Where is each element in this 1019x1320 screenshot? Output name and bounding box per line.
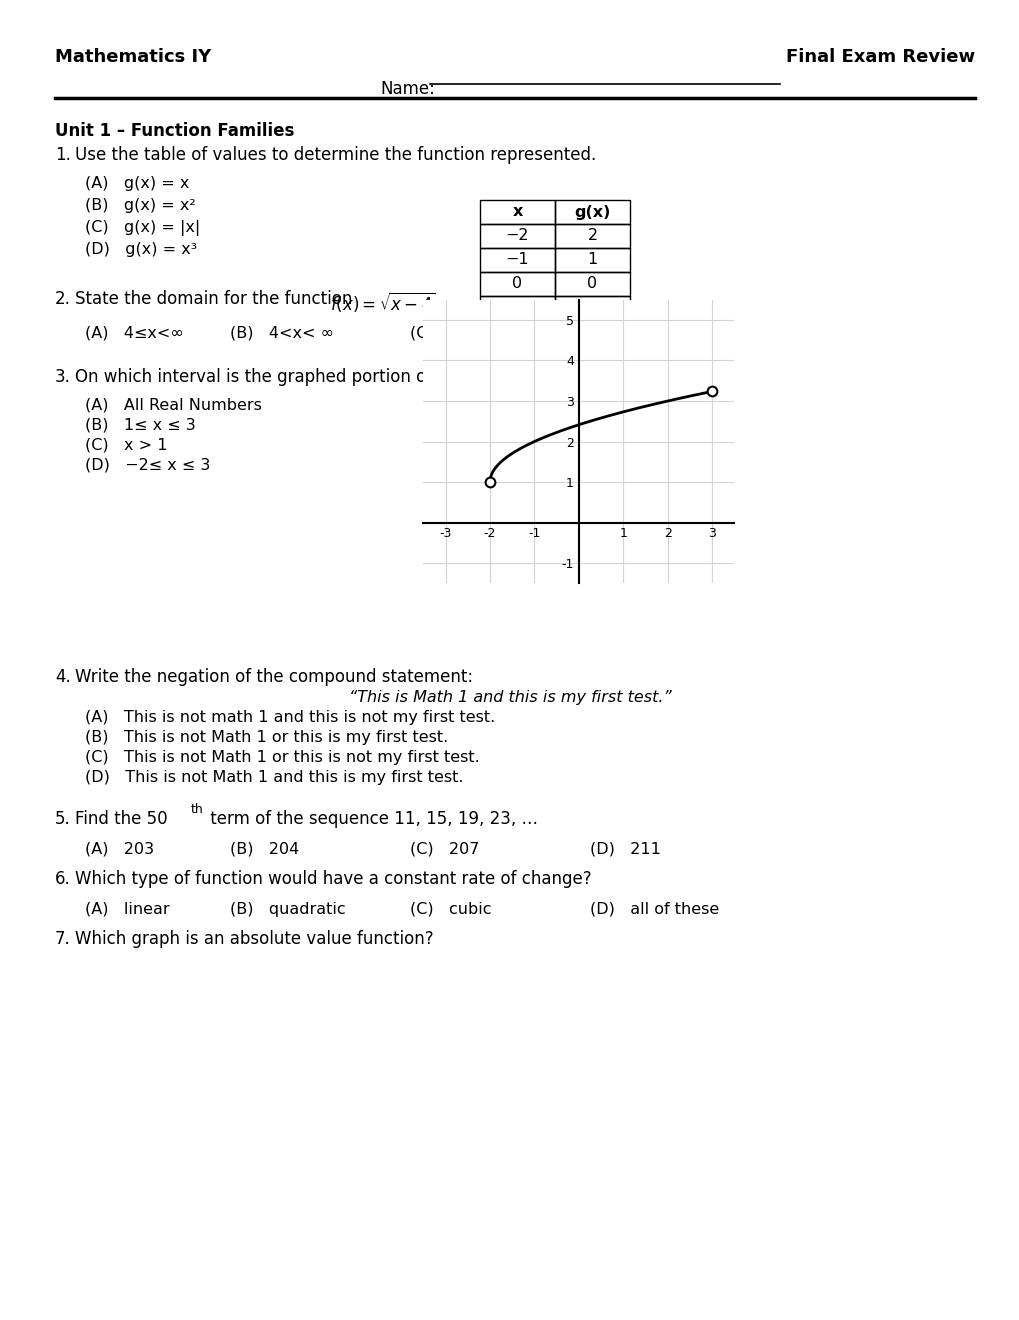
Bar [554,224,630,248]
Text: (D)   0<x<∞: (D) 0<x<∞ [589,325,690,341]
Text: (B)   204: (B) 204 [229,842,299,857]
Text: (B)   g(x) = x²: (B) g(x) = x² [85,198,196,213]
Text: Which type of function would have a constant rate of change?: Which type of function would have a cons… [75,870,591,888]
Bar [480,248,554,272]
Text: (C)   g(x) = |x|: (C) g(x) = |x| [85,220,200,236]
Text: 2: 2 [587,228,597,243]
Text: 1: 1 [587,301,597,315]
Text: term of the sequence 11, 15, 19, 23, …: term of the sequence 11, 15, 19, 23, … [205,810,537,828]
Text: (D)   This is not Math 1 and this is my first test.: (D) This is not Math 1 and this is my fi… [85,770,463,785]
Text: (A)   4≤x<∞: (A) 4≤x<∞ [85,325,183,341]
Bar [480,272,554,296]
Text: (B)   quadratic: (B) quadratic [229,902,345,917]
Text: th: th [191,803,204,816]
Text: 6.: 6. [55,870,70,888]
Text: Use the table of values to determine the function represented.: Use the table of values to determine the… [75,147,596,164]
Text: 2: 2 [587,325,597,339]
Text: (C)   This is not Math 1 or this is not my first test.: (C) This is not Math 1 or this is not my… [85,750,479,766]
Text: (C)   207: (C) 207 [410,842,479,857]
Text: (A)   g(x) = x: (A) g(x) = x [85,176,190,191]
Text: (A)   linear: (A) linear [85,902,169,917]
Bar [554,319,630,345]
Text: Final Exam Review: Final Exam Review [785,48,974,66]
Text: Which graph is an absolute value function?: Which graph is an absolute value functio… [75,931,433,948]
Text: Write the negation of the compound statement:: Write the negation of the compound state… [75,668,473,686]
Text: Name:: Name: [380,81,434,98]
Text: Mathematics IY: Mathematics IY [55,48,211,66]
Text: 1: 1 [512,301,522,315]
Text: 7.: 7. [55,931,70,948]
Text: (B)   4<x< ∞: (B) 4<x< ∞ [229,325,333,341]
Bar [554,248,630,272]
Text: $f(x)=\sqrt{x-4}$: $f(x)=\sqrt{x-4}$ [330,290,435,314]
Bar [480,319,554,345]
Text: 2.: 2. [55,290,70,308]
Text: (A)   All Real Numbers: (A) All Real Numbers [85,399,262,413]
Text: (C)   cubic: (C) cubic [410,902,491,917]
Text: (B)   This is not Math 1 or this is my first test.: (B) This is not Math 1 or this is my fir… [85,730,447,744]
Text: 1: 1 [587,252,597,268]
Bar [480,224,554,248]
Text: g(x): g(x) [574,205,610,219]
Text: 4.: 4. [55,668,70,686]
Text: Find the 50: Find the 50 [75,810,167,828]
Text: 2: 2 [512,325,522,339]
Text: (D)   −2≤ x ≤ 3: (D) −2≤ x ≤ 3 [85,458,210,473]
Text: (A)   This is not math 1 and this is not my first test.: (A) This is not math 1 and this is not m… [85,710,495,725]
Text: 5.: 5. [55,810,70,828]
Text: .: . [444,290,449,308]
Text: (A)   203: (A) 203 [85,842,154,857]
Text: Unit 1 – Function Families: Unit 1 – Function Families [55,121,294,140]
Text: −1: −1 [505,252,529,268]
Text: (C)   0≤x<∞: (C) 0≤x<∞ [410,325,508,341]
Bar [480,201,554,224]
Text: On which interval is the graphed portion of the function increasing?: On which interval is the graphed portion… [75,368,637,385]
Text: −2: −2 [505,228,529,243]
Text: 3.: 3. [55,368,70,385]
Text: x: x [512,205,522,219]
Text: (C)   x > 1: (C) x > 1 [85,438,167,453]
Bar [480,296,554,319]
Text: (D)   211: (D) 211 [589,842,660,857]
Text: 0: 0 [587,276,597,292]
Text: (B)   1≤ x ≤ 3: (B) 1≤ x ≤ 3 [85,418,196,433]
Text: (D)   all of these: (D) all of these [589,902,718,917]
Bar [554,296,630,319]
Bar [554,201,630,224]
Text: (D)   g(x) = x³: (D) g(x) = x³ [85,242,197,257]
Text: “This is Math 1 and this is my first test.”: “This is Math 1 and this is my first tes… [348,690,671,705]
Text: State the domain for the function: State the domain for the function [75,290,358,308]
Text: 0: 0 [512,276,522,292]
Bar [554,272,630,296]
Text: 1.: 1. [55,147,70,164]
